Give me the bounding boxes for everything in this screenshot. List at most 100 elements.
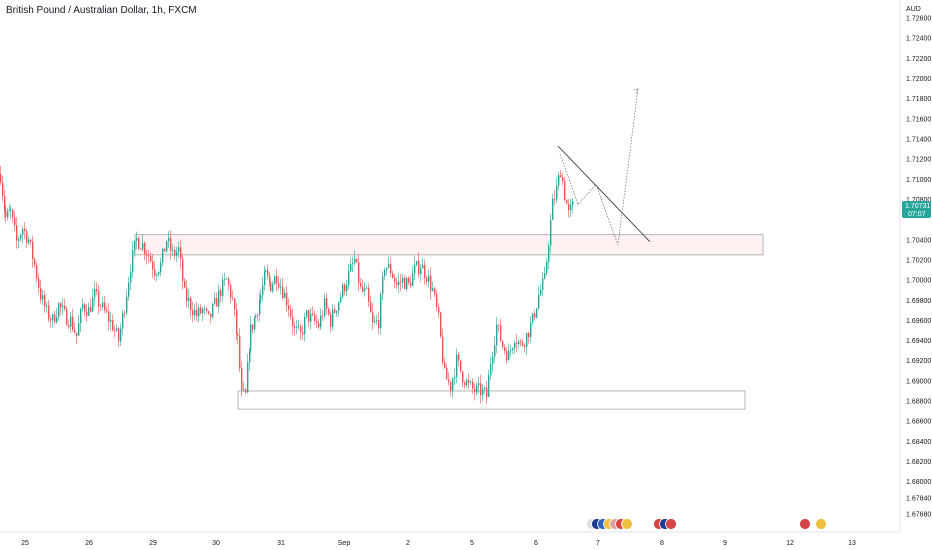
price-tick-label: 1.67680	[906, 511, 931, 518]
price-tick-label: 1.71200	[906, 157, 931, 164]
candle-body	[10, 209, 12, 211]
candle-body	[130, 271, 132, 283]
candle-body	[516, 342, 518, 344]
candle-body	[292, 316, 294, 327]
candle-body	[552, 198, 554, 220]
candle-body	[170, 237, 172, 251]
candle-body	[168, 237, 170, 242]
candle-body	[208, 310, 210, 314]
candle-body	[259, 299, 261, 315]
candle-body	[540, 289, 542, 296]
candle-body	[60, 303, 62, 308]
candle-body	[228, 278, 230, 286]
candle-body	[518, 341, 520, 344]
candle-body	[394, 278, 396, 283]
candle-body	[414, 264, 416, 274]
candle-body	[68, 324, 70, 327]
candle-body	[362, 286, 364, 292]
candle-body	[132, 249, 134, 272]
time-tick-label: 25	[21, 540, 29, 547]
time-tick-label: 8	[660, 540, 664, 547]
candle-body	[520, 341, 522, 343]
price-tick-label: 1.69200	[906, 358, 931, 365]
time-tick-label: 31	[277, 540, 285, 547]
candle-body	[412, 273, 414, 286]
candle-body	[26, 230, 28, 243]
candle-body	[556, 185, 558, 200]
candle-body	[136, 238, 138, 241]
candle-body	[262, 285, 264, 296]
candle-body	[86, 311, 88, 316]
candle-body	[396, 282, 398, 286]
candle-body	[160, 262, 162, 272]
candle-body	[290, 309, 292, 317]
candle-body	[182, 258, 184, 282]
candle-body	[202, 308, 204, 314]
price-tick-label: 1.72400	[906, 36, 931, 43]
price-tick-label: 1.72600	[906, 16, 931, 23]
candle-body	[272, 284, 274, 292]
candle-body	[478, 383, 480, 386]
candle-body	[338, 302, 340, 311]
zone-rect-1[interactable]	[134, 234, 764, 256]
candle-body	[74, 329, 76, 333]
candle-body	[304, 317, 306, 335]
candle-body	[102, 302, 104, 307]
time-tick-label: 29	[149, 540, 157, 547]
candle-body	[104, 302, 106, 311]
candle-body	[460, 360, 462, 372]
candle-body	[150, 256, 152, 262]
candle-body	[334, 309, 336, 313]
trendline[interactable]	[557, 145, 651, 243]
event-flag-icon[interactable]	[799, 518, 811, 530]
candle-body	[366, 287, 368, 289]
candle-body	[32, 241, 34, 260]
candle-body	[54, 314, 56, 323]
candle-body	[232, 297, 234, 299]
candle-body	[270, 282, 272, 292]
candle-body	[454, 376, 456, 379]
candle-body	[274, 276, 276, 285]
candle-body	[230, 285, 232, 298]
price-badge-background	[902, 201, 931, 218]
candle-body	[502, 341, 504, 348]
candle-body	[522, 342, 524, 346]
candle-body	[138, 238, 140, 249]
candle-body	[436, 293, 438, 308]
event-flag-icon[interactable]	[815, 518, 827, 530]
last-price-badge[interactable]: 1.70731 07:07	[902, 201, 931, 218]
candle-body	[306, 310, 308, 318]
price-tick-label: 1.72000	[906, 76, 931, 83]
event-flag-icon[interactable]	[665, 518, 677, 530]
candle-body	[450, 381, 452, 391]
time-tick-label: 2	[406, 540, 410, 547]
candle-body	[484, 387, 486, 390]
candle-body	[474, 388, 476, 393]
candle-body	[222, 279, 224, 297]
drawings	[557, 88, 651, 245]
zone-rect-2[interactable]	[237, 390, 746, 410]
candle-body	[264, 271, 266, 286]
candle-body	[386, 267, 388, 270]
price-tick-label: 1.70200	[906, 257, 931, 264]
candle-body	[416, 261, 418, 265]
candle-body	[288, 305, 290, 310]
candle-body	[408, 277, 410, 283]
price-tick-label: 1.67840	[906, 495, 931, 502]
candle-body	[64, 305, 66, 309]
candle-body	[40, 287, 42, 300]
projection-path[interactable]	[559, 88, 639, 245]
event-flag-icon[interactable]	[621, 518, 633, 530]
price-axis: 1.72600 1.72400 1.72200 1.72000 1.71800 1.716…	[906, 16, 931, 519]
candle-body	[4, 196, 6, 212]
candle-body	[28, 239, 30, 243]
candle-body	[114, 330, 116, 332]
candle-body	[122, 312, 124, 329]
candle-body	[154, 269, 156, 276]
candle-body	[144, 243, 146, 255]
candle-body	[192, 310, 194, 316]
candle-body	[464, 382, 466, 386]
candle-body	[294, 326, 296, 328]
candle-body	[536, 308, 538, 318]
